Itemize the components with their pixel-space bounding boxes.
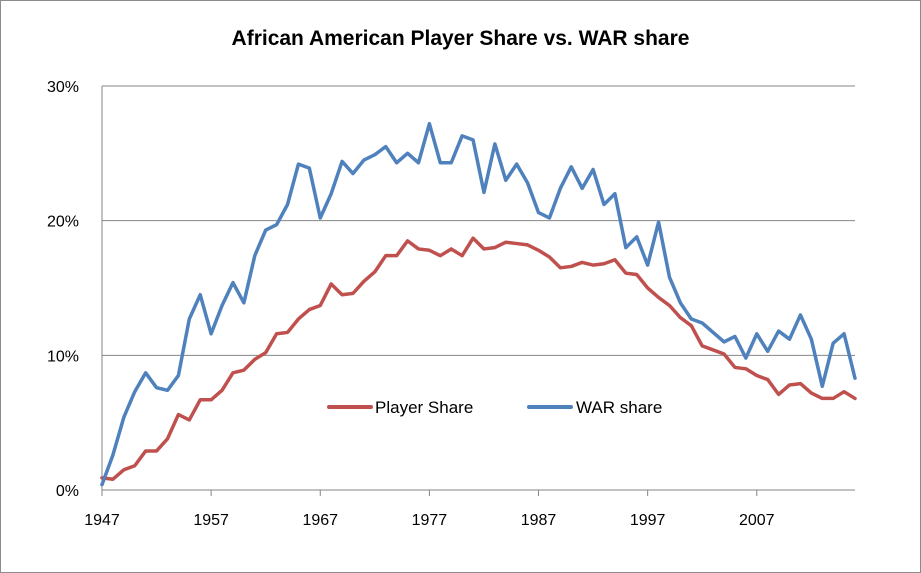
series-lines <box>100 121 857 487</box>
legend-label-player-share: Player Share <box>375 398 473 417</box>
x-tick-label: 1977 <box>412 512 448 529</box>
y-tick-label: 0% <box>56 483 79 500</box>
x-tick-label: 1957 <box>193 512 229 529</box>
gridlines <box>102 85 855 356</box>
y-tick-labels: 0% 10% 20% 30% <box>47 79 79 500</box>
y-tick-label: 30% <box>47 79 79 96</box>
chart-title: African American Player Share vs. WAR sh… <box>231 27 690 50</box>
x-tick-label: 1997 <box>630 512 666 529</box>
legend: Player Share WAR share <box>327 398 662 417</box>
y-tick-label: 10% <box>47 348 79 365</box>
x-tick-label: 2007 <box>739 512 775 529</box>
x-tick-label: 1987 <box>521 512 557 529</box>
y-tick-label: 20% <box>47 214 79 231</box>
axes <box>101 86 855 496</box>
x-tick-labels: 1947 1957 1967 1977 1987 1997 2007 <box>84 512 774 529</box>
legend-label-war-share: WAR share <box>576 398 662 417</box>
x-tick-label: 1947 <box>84 512 120 529</box>
series-line-war-share <box>100 121 857 487</box>
series-line-player-share <box>100 236 857 481</box>
x-tick-label: 1967 <box>302 512 338 529</box>
